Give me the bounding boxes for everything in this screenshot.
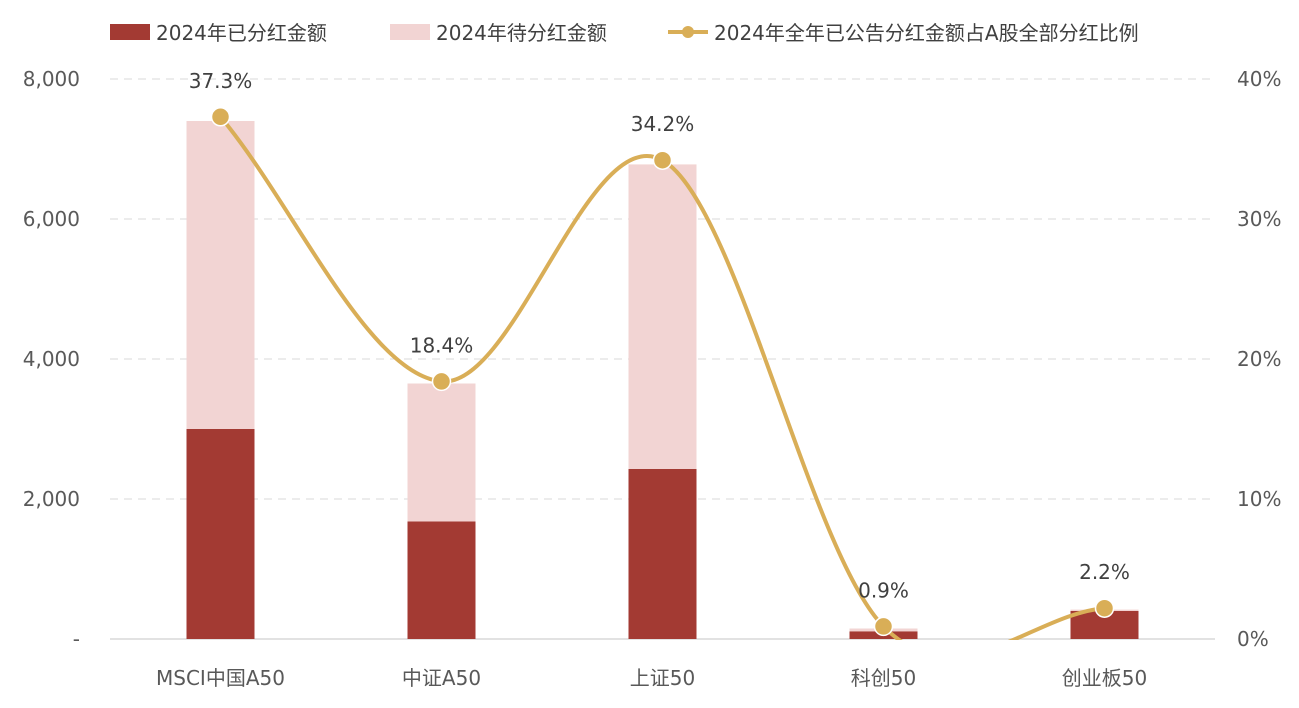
ratio-data-label: 18.4% [410,333,474,357]
bar-pending [186,121,255,429]
bars [186,121,1139,639]
legend-label-pending: 2024年待分红金额 [436,21,607,45]
ratio-data-label: 2.2% [1079,560,1130,584]
y-tick-label: 6,000 [23,207,80,231]
legend-item-pending: 2024年待分红金额 [390,17,607,46]
chart-legend: 2024年已分红金额 2024年待分红金额 2024年全年已公告分红金额占A股全… [0,17,1299,49]
y-axis-right: 0% 10% 20% 30% 40% [1237,67,1281,651]
ratio-data-label: 34.2% [631,112,695,136]
y-tick-label: 4,000 [23,347,80,371]
ratio-point [431,371,452,392]
y-axis-left: - 2,000 4,000 6,000 8,000 [23,67,80,651]
ratio-point [1094,598,1115,618]
legend-swatch-ratio [668,24,708,40]
bar-pending [407,383,476,522]
legend-swatch-pending [390,23,430,40]
bar-pending [628,164,697,469]
ratio-point [652,150,673,170]
y2-tick-label: 10% [1237,487,1281,511]
x-tick-label: 科创50 [851,666,916,690]
y-tick-label: 2,000 [23,487,80,511]
ratio-point [210,107,231,127]
ratio-point [873,616,894,637]
x-tick-label: 创业板50 [1062,666,1147,690]
x-tick-label: MSCI中国A50 [156,666,285,690]
legend-label-paid: 2024年已分红金额 [156,21,327,45]
ratio-data-label: 37.3% [189,69,253,93]
y2-tick-label: 30% [1237,207,1281,231]
bar-paid [407,521,476,639]
ratio-data-labels: 37.3% 18.4% 34.2% 0.9% 2.2% [189,69,1130,603]
y2-tick-label: 20% [1237,347,1281,371]
legend-label-ratio: 2024年全年已公告分红金额占A股全部分红比例 [714,21,1139,45]
legend-swatch-paid [110,23,150,40]
x-tick-label: 中证A50 [402,666,481,690]
x-tick-label: 上证50 [630,666,695,690]
y-tick-label: 8,000 [23,67,80,91]
legend-item-ratio: 2024年全年已公告分红金额占A股全部分红比例 [668,17,1139,46]
y2-tick-label: 0% [1237,627,1269,651]
y2-tick-label: 40% [1237,67,1281,91]
y-tick-label: - [73,627,80,651]
ratio-data-label: 0.9% [858,578,909,602]
legend-item-paid: 2024年已分红金额 [110,17,327,46]
ratio-points [210,107,1115,637]
bar-paid [628,468,697,639]
x-axis: MSCI中国A50 中证A50 上证50 科创50 创业板50 [156,666,1147,690]
bar-paid [186,429,255,639]
